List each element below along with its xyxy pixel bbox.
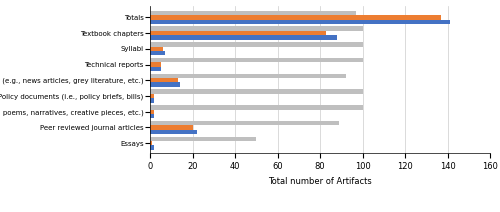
Bar bbox=[150, 141, 152, 145]
Bar bbox=[150, 11, 356, 15]
Bar bbox=[150, 89, 362, 94]
Bar bbox=[150, 145, 154, 150]
Bar bbox=[150, 137, 256, 141]
X-axis label: Total number of Artifacts: Total number of Artifacts bbox=[268, 177, 372, 186]
Bar bbox=[150, 26, 362, 31]
Bar bbox=[150, 74, 346, 78]
Bar bbox=[150, 82, 180, 87]
Bar bbox=[150, 105, 362, 110]
Bar bbox=[150, 110, 154, 114]
Bar bbox=[150, 130, 197, 134]
Bar bbox=[150, 20, 450, 24]
Bar bbox=[150, 15, 441, 20]
Bar bbox=[150, 125, 192, 130]
Bar bbox=[150, 62, 160, 67]
Bar bbox=[150, 42, 362, 47]
Bar bbox=[150, 51, 165, 55]
Bar bbox=[150, 47, 163, 51]
Bar bbox=[150, 35, 337, 40]
Bar bbox=[150, 78, 178, 82]
Bar bbox=[150, 67, 160, 71]
Bar bbox=[150, 114, 154, 118]
Bar bbox=[150, 94, 154, 98]
Bar bbox=[150, 121, 339, 125]
Bar bbox=[150, 98, 154, 103]
Bar bbox=[150, 58, 362, 62]
Bar bbox=[150, 31, 326, 35]
